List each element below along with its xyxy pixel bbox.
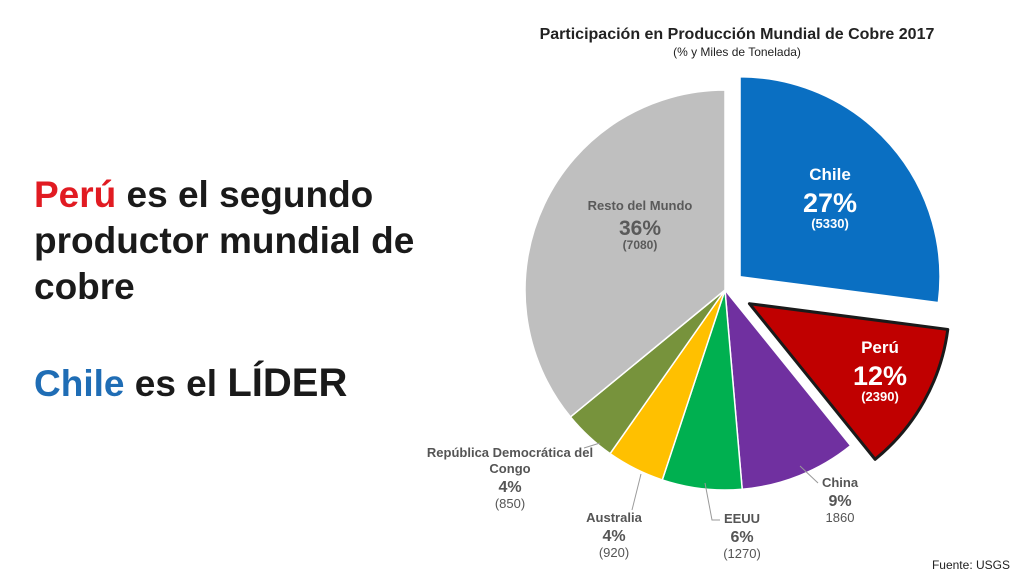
headline: Perú es el segundo productor mundial de … [34, 172, 474, 310]
slice-percent-label: 12% [853, 361, 907, 391]
slice-name-label: Congo [489, 461, 530, 476]
pie-slice-7 [524, 89, 726, 418]
slice-name-label: Chile [809, 165, 851, 184]
subline-chile: Chile [34, 363, 125, 404]
slice-percent-label: 27% [803, 188, 857, 218]
subline-leader: LÍDER [227, 361, 348, 405]
slice-percent-label: 4% [602, 528, 625, 545]
slice-value-label: (5330) [811, 216, 849, 231]
slice-value-label: (850) [495, 496, 525, 511]
slice-name-label: Resto del Mundo [588, 198, 693, 213]
slice-name-label: EEUU [724, 511, 760, 526]
slice-percent-label: 36% [619, 217, 661, 240]
source-note: Fuente: USGS [931, 558, 1010, 572]
leader-line-3 [799, 465, 819, 484]
slice-name-label: República Democrática del [427, 445, 593, 460]
leader-line-4 [704, 482, 720, 521]
pie-slices [524, 76, 950, 491]
pie-slice-1 [739, 76, 941, 304]
headline-peru: Perú [34, 174, 117, 215]
slice-value-label: 1860 [826, 510, 855, 525]
slice-name-label: China [822, 475, 859, 490]
slice-labels: Chile 27%(5330) Perú 12%(2390) China 9%1860 EE… [427, 165, 907, 561]
slice-value-label: (2390) [861, 389, 899, 404]
slice-name-label: Australia [586, 510, 642, 525]
slice-name-label: Perú [861, 338, 899, 357]
slice-percent-label: 4% [498, 479, 521, 496]
chart-subtitle: (% y Miles de Tonelada) [673, 45, 801, 59]
headline-rest: es el segundo productor mundial de cobre [34, 174, 415, 307]
slice-percent-label: 9% [828, 493, 851, 510]
leader-lines [583, 442, 819, 521]
pie-slice-3 [724, 289, 852, 491]
slice-value-label: (1270) [723, 546, 761, 561]
chart-title: Participación en Producción Mundial de C… [540, 26, 935, 43]
subline: Chile es el LÍDER [34, 360, 474, 407]
slice-percent-label: 6% [730, 529, 753, 546]
slice-value-label: (920) [599, 545, 629, 560]
pie-slice-2 [747, 302, 950, 461]
leader-line-6 [583, 442, 601, 449]
subline-middle: es el [124, 363, 228, 404]
slice-value-label: (7080) [623, 238, 658, 252]
leader-line-5 [631, 473, 642, 511]
